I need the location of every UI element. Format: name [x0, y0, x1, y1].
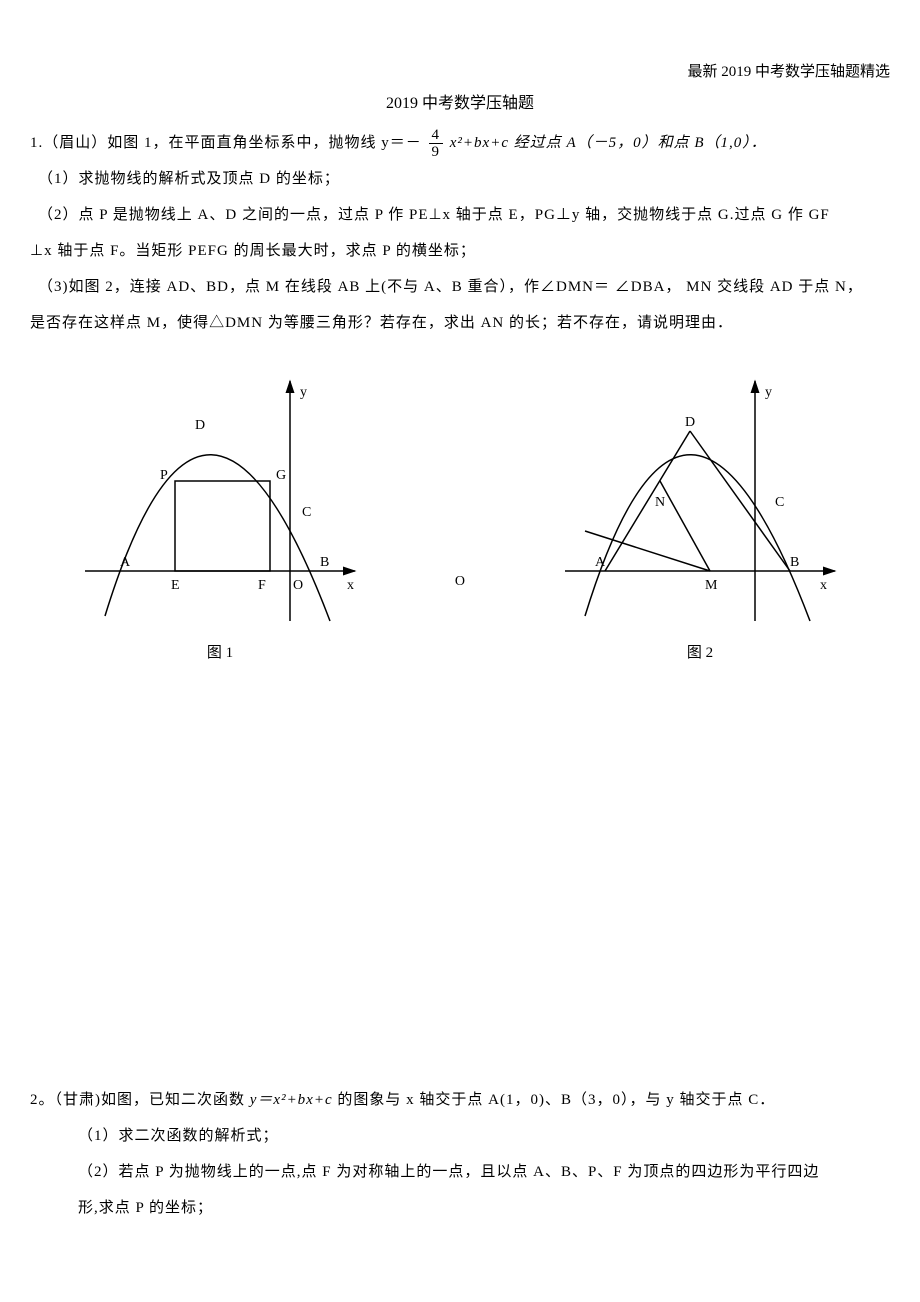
problem2-sub2-line2: 形,求点 P 的坐标；	[38, 1190, 890, 1226]
figure1-label-B: B	[320, 555, 329, 570]
figure1-label-A: A	[120, 555, 131, 570]
problem1-sub3-line1: （3)如图 2，连接 AD、BD，点 M 在线段 AB 上(不与 A、B 重合）…	[38, 269, 890, 305]
figure1-label-P: P	[160, 468, 168, 483]
figure2-label-N: N	[655, 495, 665, 510]
origin-label: O	[455, 574, 465, 590]
fraction-denominator: 9	[429, 144, 444, 161]
problem2-post: 的图象与 x 轴交于点 A(1，0)、B（3，0），与 y 轴交于点 C．	[333, 1092, 776, 1108]
fraction-4-9: 4 9	[429, 127, 444, 161]
problem1-sub2-line2: ⊥x 轴于点 F。当矩形 PEFG 的周长最大时，求点 P 的横坐标；	[30, 233, 890, 269]
problem1-text-post: x²+bx+c 经过点 A（－5，0）和点 B（1,0）．	[450, 135, 767, 151]
figure1-label-D: D	[195, 418, 205, 433]
problem2-sub1: （1）求二次函数的解析式；	[38, 1118, 890, 1154]
problem1-sub3-line2: 是否存在这样点 M，使得△DMN 为等腰三角形？若存在，求出 AN 的长；若不存…	[30, 305, 890, 341]
problem2-statement: 2。（甘肃)如图，已知二次函数 y＝x²+bx+c 的图象与 x 轴交于点 A(…	[30, 1082, 890, 1118]
figure1-label-C: C	[302, 505, 311, 520]
figure1-label-F: F	[258, 578, 266, 593]
figure2-label-x: x	[820, 578, 827, 593]
figure2-label-y: y	[765, 385, 772, 400]
figure1-svg: A B C D E F G P O x y	[75, 371, 365, 631]
figure1-caption: 图 1	[75, 641, 365, 662]
figure2-label-D: D	[685, 415, 695, 430]
figure2-caption: 图 2	[555, 641, 845, 662]
problem2-pre: 2。（甘肃)如图，已知二次函数	[30, 1092, 250, 1108]
problem1-statement: 1.（眉山）如图 1，在平面直角坐标系中，抛物线 y＝－ 4 9 x²+bx+c…	[30, 125, 890, 161]
figure1-label-y: y	[300, 385, 307, 400]
figure1-container: A B C D E F G P O x y 图 1	[75, 371, 365, 662]
document-title: 2019 中考数学压轴题	[30, 89, 890, 113]
problem2-sub2-line1: （2）若点 P 为抛物线上的一点,点 F 为对称轴上的一点，且以点 A、B、P、…	[38, 1154, 890, 1190]
problem1-sub1: （1）求抛物线的解析式及顶点 D 的坐标；	[38, 161, 890, 197]
figure2-container: A B C D M N x y 图 2	[555, 371, 845, 662]
page-header: 最新 2019 中考数学压轴题精选	[30, 60, 890, 81]
figure2-label-B: B	[790, 555, 799, 570]
figure1-label-x: x	[347, 578, 354, 593]
figures-row: A B C D E F G P O x y 图 1 O	[30, 371, 890, 662]
figure2-label-A: A	[595, 555, 606, 570]
figure2-label-C: C	[775, 495, 784, 510]
problem2-block: 2。（甘肃)如图，已知二次函数 y＝x²+bx+c 的图象与 x 轴交于点 A(…	[30, 1082, 890, 1226]
figure1-label-G: G	[276, 468, 286, 483]
problem1-text-pre: 1.（眉山）如图 1，在平面直角坐标系中，抛物线 y＝－	[30, 135, 422, 151]
figure2-label-M: M	[705, 578, 718, 593]
figure1-label-O: O	[293, 578, 303, 593]
figure2-svg: A B C D M N x y	[555, 371, 845, 631]
problem1-sub2-line1: （2）点 P 是抛物线上 A、D 之间的一点，过点 P 作 PE⊥x 轴于点 E…	[38, 197, 890, 233]
problem2-eq: y＝x²+bx+c	[250, 1092, 333, 1108]
figure1-label-E: E	[171, 578, 180, 593]
fraction-numerator: 4	[429, 127, 444, 145]
